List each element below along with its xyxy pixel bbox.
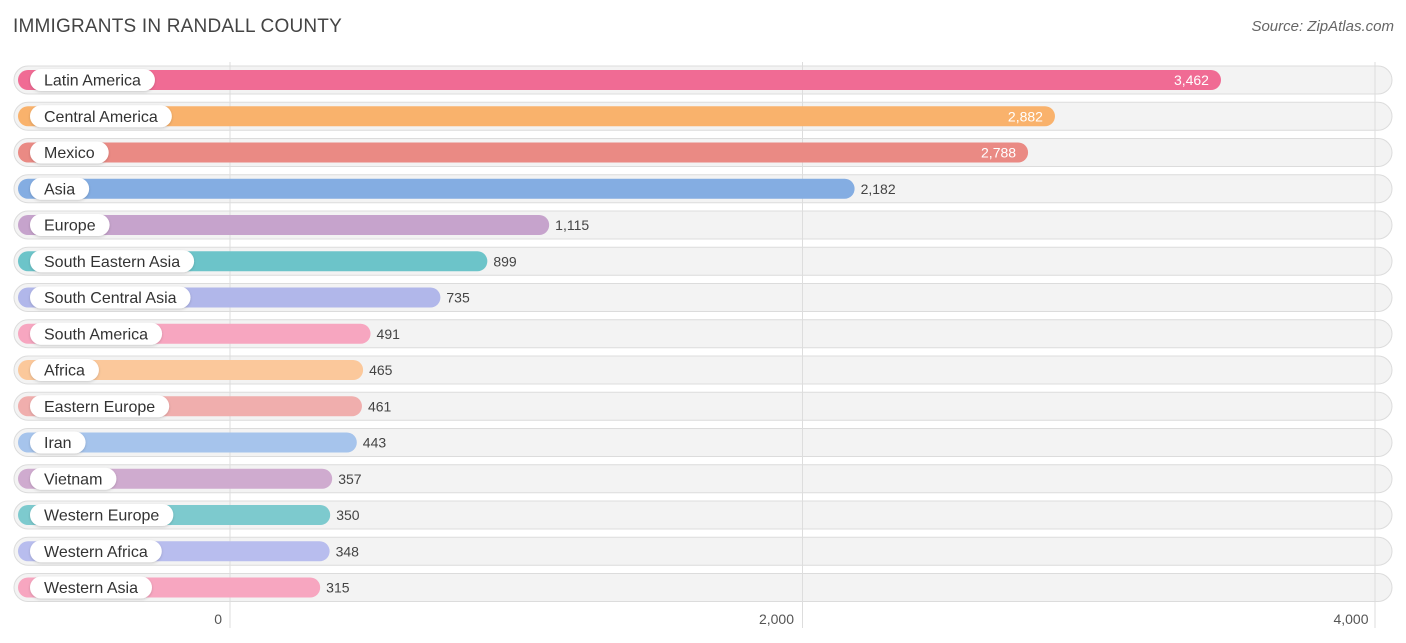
bar-track xyxy=(13,500,1393,530)
category-pill xyxy=(30,540,162,563)
value-label: 2,788 xyxy=(981,145,1016,161)
category-label: South Central Asia xyxy=(44,290,177,307)
category-pill xyxy=(30,69,155,91)
value-label: 461 xyxy=(368,398,392,414)
x-tick-label: 2,000 xyxy=(759,611,794,627)
category-label: Western Africa xyxy=(44,544,148,561)
value-label: 3,462 xyxy=(1174,72,1209,88)
category-label: Europe xyxy=(44,218,96,235)
bar-track xyxy=(13,536,1393,566)
bar xyxy=(18,70,1221,90)
category-label: Africa xyxy=(44,363,85,380)
value-label: 348 xyxy=(336,543,360,559)
category-label: Latin America xyxy=(44,73,141,90)
value-label: 2,182 xyxy=(861,181,896,197)
category-pill xyxy=(30,286,191,309)
bar xyxy=(18,360,364,380)
x-tick-label: 0 xyxy=(214,611,222,627)
category-pill xyxy=(30,214,110,236)
category-pill xyxy=(30,395,170,418)
category-pill xyxy=(30,467,117,490)
value-label: 357 xyxy=(338,471,362,487)
category-pill xyxy=(30,431,86,454)
category-label: South America xyxy=(44,326,148,343)
bar-track xyxy=(13,573,1393,602)
category-label: South Eastern Asia xyxy=(44,254,180,271)
value-label: 465 xyxy=(369,362,393,378)
category-label: Vietnam xyxy=(44,471,102,488)
category-pill xyxy=(30,322,163,345)
bar xyxy=(18,215,550,235)
category-pill xyxy=(30,141,109,164)
category-pill xyxy=(30,576,152,599)
category-label: Western Europe xyxy=(44,508,159,525)
bar-track xyxy=(13,428,1393,457)
category-pill xyxy=(30,504,174,526)
chart-title: IMMIGRANTS IN RANDALL COUNTY xyxy=(13,16,342,37)
value-label: 350 xyxy=(336,507,360,523)
value-label: 1,115 xyxy=(555,217,589,233)
value-label: 2,882 xyxy=(1008,108,1043,124)
category-label: Iran xyxy=(44,435,72,452)
category-label: Central America xyxy=(44,109,158,126)
bar xyxy=(18,432,357,453)
category-pill xyxy=(30,177,90,200)
category-label: Western Asia xyxy=(44,580,138,597)
category-pill xyxy=(30,250,195,273)
value-label: 899 xyxy=(493,253,517,269)
category-pill xyxy=(30,359,99,381)
bar xyxy=(18,106,1055,127)
source-credit: Source: ZipAtlas.com xyxy=(1251,18,1394,35)
value-label: 735 xyxy=(446,290,470,306)
category-pill xyxy=(30,105,172,128)
bar xyxy=(18,178,855,199)
bars: Latin America 3,462 Central America 2,882 Me… xyxy=(18,69,1221,599)
category-label: Eastern Europe xyxy=(44,399,155,416)
category-label: Asia xyxy=(44,181,75,198)
value-label: 315 xyxy=(326,580,350,596)
x-tick-label: 4,000 xyxy=(1333,611,1368,627)
value-label: 491 xyxy=(377,326,401,342)
x-axis-ticks: 0 2,000 4,000 xyxy=(214,611,1369,627)
value-label: 443 xyxy=(363,435,387,451)
bar-track xyxy=(13,464,1393,494)
category-label: Mexico xyxy=(44,145,95,162)
bar xyxy=(18,142,1029,163)
